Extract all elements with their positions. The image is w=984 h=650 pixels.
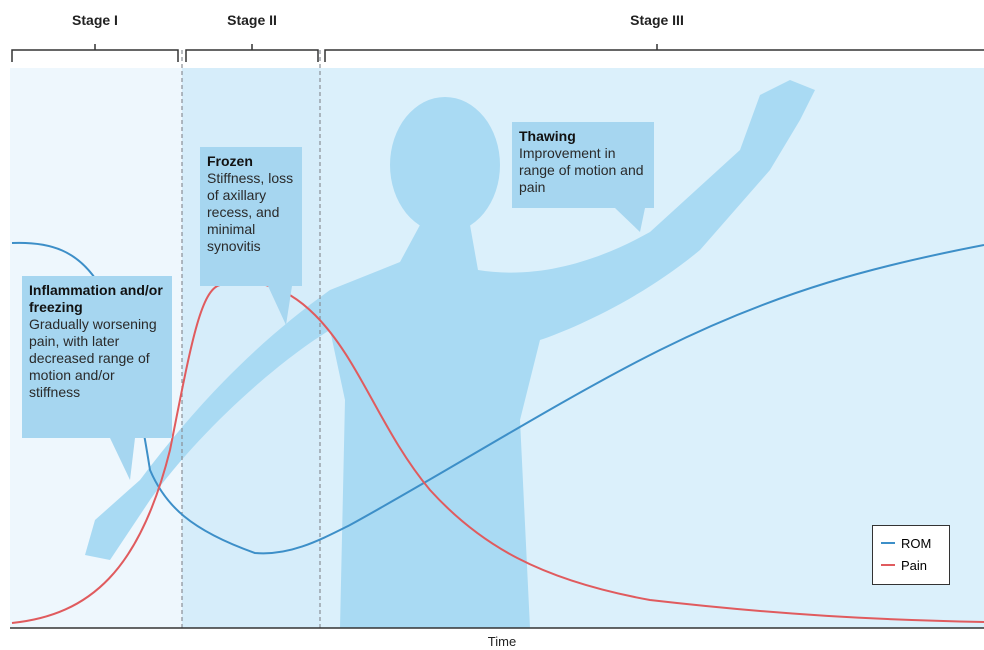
callout-title: Inflammation and/or freezing [29, 282, 163, 315]
stage-label: Stage II [227, 12, 277, 28]
callout: Inflammation and/or freezing Gradually w… [22, 276, 172, 438]
callout: Thawing Improvement in range of motion a… [512, 122, 654, 208]
legend-swatch [881, 564, 895, 566]
legend-label: Pain [901, 557, 928, 573]
x-axis-label: Time [487, 634, 517, 649]
stage-label: Stage I [72, 12, 118, 28]
callout: Frozen Stiffness, loss of axillary reces… [200, 147, 302, 286]
callout-text: Improvement in range of motion and pain [519, 145, 644, 195]
callout-text: Gradually worsening pain, with later dec… [29, 316, 157, 400]
stage-label: Stage III [630, 12, 684, 28]
callout-title: Thawing [519, 128, 576, 144]
legend: ROM Pain [872, 525, 950, 585]
silhouette [85, 80, 815, 628]
legend-label: ROM [901, 535, 932, 551]
legend-swatch [881, 542, 895, 544]
legend-item: ROM [881, 532, 941, 554]
stage-brackets [11, 44, 984, 62]
callout-text: Stiffness, loss of axillary recess, and … [207, 170, 294, 254]
legend-item: Pain [881, 554, 941, 576]
callout-title: Frozen [207, 153, 253, 169]
stage-dividers [181, 50, 321, 628]
pain-curve [11, 281, 984, 624]
callout-pointers [110, 208, 645, 480]
